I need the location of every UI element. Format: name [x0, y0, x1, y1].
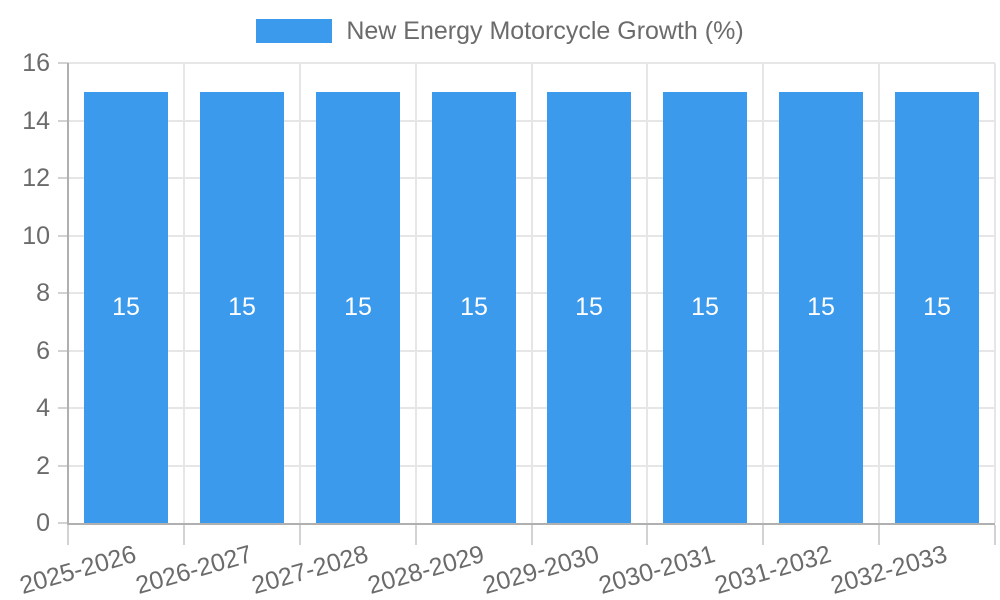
y-axis-tick	[58, 62, 68, 64]
y-axis-tick-label: 2	[36, 451, 50, 480]
bar[interactable]	[547, 91, 631, 523]
y-axis-tick-label: 6	[36, 336, 50, 365]
x-gridline	[530, 63, 533, 523]
y-axis-tick	[58, 407, 68, 409]
y-axis-tick-label: 14	[22, 106, 50, 135]
legend-swatch	[256, 19, 333, 43]
x-axis-tick	[182, 525, 185, 545]
x-gridline	[762, 63, 765, 523]
y-axis-tick	[58, 522, 68, 524]
legend-label: New Energy Motorcycle Growth (%)	[346, 16, 744, 45]
y-axis-tick	[58, 292, 68, 294]
y-axis-tick-label: 0	[36, 509, 50, 537]
y-axis-tick	[58, 119, 68, 122]
y-axis-tick	[58, 234, 68, 237]
y-axis-tick-label: 12	[22, 164, 50, 192]
x-axis-tick	[994, 525, 996, 545]
bar-value-label: 15	[228, 293, 256, 321]
bar[interactable]	[84, 91, 168, 523]
bar-value-label: 15	[691, 293, 719, 321]
y-axis-tick	[58, 464, 68, 467]
x-gridline	[878, 63, 881, 523]
x-gridline	[298, 63, 301, 523]
bar-value-label: 15	[575, 293, 603, 321]
x-axis-tick	[530, 525, 533, 545]
x-gridline	[646, 63, 649, 523]
x-axis-tick	[762, 525, 765, 545]
x-axis-tick-label: 2025-2026	[17, 540, 140, 600]
x-axis-tick	[298, 525, 301, 545]
x-axis-line	[67, 523, 995, 525]
x-gridline	[994, 63, 996, 523]
bar[interactable]	[895, 91, 979, 523]
x-axis-tick-label: 2031-2032	[712, 540, 835, 600]
y-axis-tick	[58, 177, 68, 179]
x-axis-tick-label: 2028-2029	[365, 540, 488, 600]
bar[interactable]	[200, 91, 284, 523]
x-axis-tick-label: 2030-2031	[596, 540, 719, 600]
x-axis-tick	[67, 525, 69, 545]
legend[interactable]: New Energy Motorcycle Growth (%)	[0, 16, 1000, 46]
bar[interactable]	[663, 91, 747, 523]
y-axis-tick-label: 4	[36, 394, 50, 422]
x-axis-tick-label: 2026-2027	[133, 540, 256, 600]
x-axis-tick	[878, 525, 881, 545]
y-axis-tick	[58, 349, 68, 352]
y-axis-tick-label: 8	[36, 279, 50, 307]
x-axis-tick-label: 2029-2030	[480, 540, 603, 600]
y-axis-tick-label: 16	[22, 49, 50, 77]
x-axis-tick	[414, 525, 417, 545]
bar-value-label: 15	[923, 293, 951, 321]
bar[interactable]	[432, 91, 516, 523]
y-axis-line	[67, 63, 69, 525]
x-gridline	[414, 63, 417, 523]
x-gridline	[182, 63, 185, 523]
bar-value-label: 15	[807, 293, 835, 321]
bar[interactable]	[316, 91, 400, 523]
bar-value-label: 15	[344, 293, 372, 321]
bar-value-label: 15	[112, 293, 140, 321]
x-axis-tick-label: 2027-2028	[249, 540, 372, 600]
x-axis-tick-label: 2032-2033	[828, 540, 951, 600]
bar[interactable]	[779, 91, 863, 523]
bar-value-label: 15	[460, 293, 488, 321]
x-axis-tick	[646, 525, 649, 545]
y-axis-tick-label: 10	[22, 221, 50, 250]
